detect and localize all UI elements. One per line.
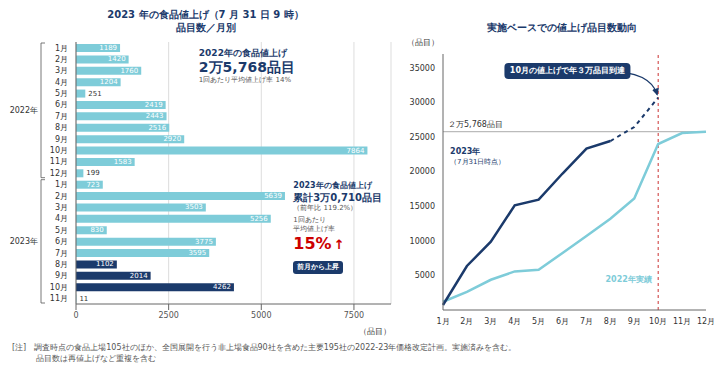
svg-text:5000: 5000 (415, 271, 435, 280)
svg-text:5256: 5256 (250, 215, 268, 223)
svg-text:12月: 12月 (697, 317, 715, 326)
svg-text:830: 830 (90, 226, 103, 234)
svg-text:2419: 2419 (145, 101, 163, 109)
svg-text:2月: 2月 (55, 192, 68, 201)
svg-text:6月: 6月 (55, 237, 68, 246)
svg-text:25000: 25000 (410, 133, 435, 142)
svg-text:7500: 7500 (344, 311, 364, 320)
svg-text:6月: 6月 (556, 317, 569, 326)
svg-text:1204: 1204 (100, 78, 118, 86)
svg-text:1760: 1760 (120, 67, 138, 75)
svg-text:199: 199 (86, 169, 99, 177)
svg-text:2920: 2920 (163, 135, 181, 143)
svg-text:11月: 11月 (50, 157, 68, 166)
svg-text:12月: 12月 (50, 169, 68, 178)
svg-text:5000: 5000 (251, 311, 271, 320)
svg-text:5639: 5639 (264, 192, 282, 200)
svg-text:4262: 4262 (213, 283, 231, 291)
svg-text:（品目）: （品目） (359, 327, 391, 336)
html-text:15%↑: 15%↑ (293, 233, 345, 253)
html-text:1回あたり: 1回あたり (293, 215, 326, 224)
svg-text:3775: 3775 (195, 238, 213, 246)
svg-text:30000: 30000 (410, 98, 435, 107)
html-text:2023年の食品値上げ: 2023年の食品値上げ (293, 180, 372, 190)
svg-text:3503: 3503 (185, 203, 203, 211)
svg-text:3月: 3月 (55, 66, 68, 75)
svg-text:5月: 5月 (55, 226, 68, 235)
svg-text:10月: 10月 (50, 146, 68, 155)
svg-text:2500: 2500 (158, 311, 178, 320)
html-text:2022年の食品値上げ: 2022年の食品値上げ (198, 47, 287, 58)
svg-text:1月: 1月 (436, 317, 449, 326)
html-text:前月から上昇: 前月から上昇 (297, 262, 340, 271)
svg-text:4月: 4月 (55, 78, 68, 87)
html-text:2022年実績: 2022年実績 (605, 275, 652, 285)
html-text:2023年: 2023年 (450, 147, 481, 157)
html-text:（7月31日時点）: （7月31日時点） (450, 158, 506, 167)
html-text:平均値上げ率: 平均値上げ率 (293, 224, 336, 233)
svg-text:7864: 7864 (347, 147, 365, 155)
html-text:累計3万0,710品目: 累計3万0,710品目 (293, 191, 382, 203)
svg-text:11月: 11月 (673, 317, 691, 326)
html-text:1回あたり平均値上げ率 14%: 1回あたり平均値上げ率 14% (198, 75, 292, 84)
svg-text:8月: 8月 (55, 260, 68, 269)
svg-text:2月: 2月 (55, 55, 68, 64)
html-text:（品目）: （品目） (407, 38, 439, 47)
svg-text:6月: 6月 (55, 100, 68, 109)
svg-text:２万5,768品目: ２万5,768品目 (448, 120, 503, 129)
html-text:2023 年の食品値上げ（7 月 31 日 9 時） 品目数: 2023 年の食品値上げ（7 月 31 日 9 時） 品目数／月別 (107, 9, 304, 33)
svg-text:723: 723 (86, 181, 99, 189)
html-text:[注] 調査時点の食品上場105社のほか、全国展開を行う非上: [注] 調査時点の食品上場105社のほか、全国展開を行う非上場食品90社を含めた… (12, 343, 517, 363)
svg-text:3月: 3月 (55, 203, 68, 212)
svg-text:9月: 9月 (55, 271, 68, 280)
svg-text:9月: 9月 (55, 135, 68, 144)
svg-text:2014: 2014 (130, 272, 148, 280)
svg-text:15000: 15000 (410, 202, 435, 211)
svg-text:4月: 4月 (508, 317, 521, 326)
html-text:2万5,768品目: 2万5,768品目 (198, 58, 295, 75)
svg-text:1月: 1月 (55, 44, 68, 53)
svg-text:7月: 7月 (55, 249, 68, 258)
svg-text:10月: 10月 (50, 283, 68, 292)
svg-text:251: 251 (88, 90, 101, 98)
svg-text:7月: 7月 (580, 317, 593, 326)
svg-text:1102: 1102 (96, 260, 114, 268)
svg-text:8月: 8月 (604, 317, 617, 326)
svg-text:5月: 5月 (532, 317, 545, 326)
svg-text:2月: 2月 (460, 317, 473, 326)
svg-text:3595: 3595 (188, 249, 206, 257)
svg-text:0: 0 (73, 311, 78, 320)
html-text:（前年比 119.2%）: （前年比 119.2%） (293, 203, 358, 212)
svg-text:9月: 9月 (628, 317, 641, 326)
svg-text:2443: 2443 (146, 112, 164, 120)
svg-text:4月: 4月 (55, 214, 68, 223)
svg-text:1189: 1189 (99, 44, 117, 52)
svg-text:1月: 1月 (55, 180, 68, 189)
html-text:実施ベースでの値上げ品目数動向: 実施ベースでの値上げ品目数動向 (486, 22, 637, 33)
svg-text:1583: 1583 (114, 158, 132, 166)
svg-text:10月: 10月 (649, 317, 667, 326)
svg-text:3月: 3月 (484, 317, 497, 326)
html-text:10月の値上げで年３万品目到達: 10月の値上げで年３万品目到達 (509, 66, 625, 76)
svg-text:8月: 8月 (55, 123, 68, 132)
svg-text:2023年: 2023年 (10, 237, 38, 246)
svg-text:5月: 5月 (55, 89, 68, 98)
svg-text:2516: 2516 (148, 124, 166, 132)
svg-text:35000: 35000 (410, 64, 435, 73)
svg-text:2022年: 2022年 (10, 106, 38, 115)
svg-text:20000: 20000 (410, 167, 435, 176)
svg-text:7月: 7月 (55, 112, 68, 121)
svg-text:11月: 11月 (50, 294, 68, 303)
svg-text:1420: 1420 (108, 55, 126, 63)
svg-text:11: 11 (79, 295, 88, 303)
svg-text:10000: 10000 (410, 237, 435, 246)
